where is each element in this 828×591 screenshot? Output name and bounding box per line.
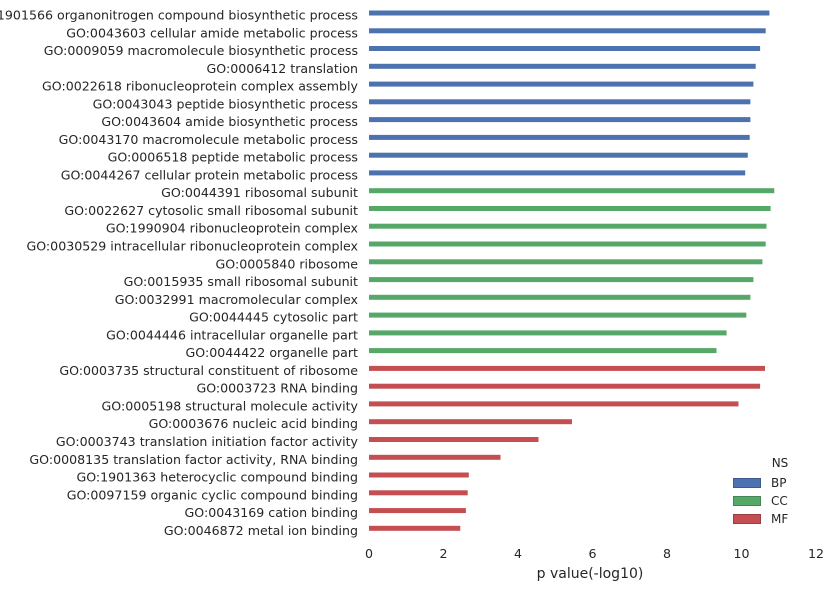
x-tick-label: 4 [514,546,522,561]
bar-mf [369,365,765,371]
y-tick-label: GO:0006412 translation [207,61,359,76]
bar-cc [369,259,763,265]
y-tick-label: GO:0044446 intracellular organelle part [106,327,358,342]
bar-cc [369,241,766,247]
y-tick-label: GO:0030529 intracellular ribonucleoprote… [26,239,358,254]
legend-label-bp: BP [771,476,787,490]
y-tick-label: GO:0009059 macromolecule biosynthetic pr… [44,43,358,58]
y-tick-label: GO:0044267 cellular protein metabolic pr… [61,167,358,182]
y-tick-label: GO:0044391 ribosomal subunit [161,185,358,200]
y-tick-label: GO:0003743 translation initiation factor… [56,434,359,449]
x-tick-label: 6 [588,546,596,561]
y-tick-label: GO:0097159 organic cyclic compound bindi… [67,487,358,502]
bar-bp [369,10,770,16]
bar-cc [369,188,775,194]
y-tick-label: GO:1990904 ribonucleoprotein complex [106,221,359,236]
legend: NS BP CC MF [732,456,822,528]
bar-cc [369,348,717,354]
y-tick-label: GO:0044445 cytosolic part [189,310,358,325]
legend-item-cc: CC [732,492,822,510]
y-tick-label: GO:0046872 metal ion binding [164,523,358,538]
y-tick-label: GO:0043603 cellular amide metabolic proc… [66,25,358,40]
x-tick-labels: 0 2 4 6 8 10 12 [365,546,824,561]
bar-bp [369,117,751,123]
y-tick-label: GO:0008135 translation factor activity, … [29,452,358,467]
y-tick-label: GO:0003723 RNA binding [196,381,358,396]
y-tick-label: GO:0005198 structural molecule activity [102,398,359,413]
bar-bp [369,134,750,140]
bar-mf [369,525,461,531]
x-tick-label: 0 [365,546,373,561]
y-tick-label: GO:0032991 macromolecular complex [115,292,359,307]
x-tick-label: 12 [808,546,824,561]
bar-bp [369,99,751,105]
x-tick-label: 8 [663,546,671,561]
y-tick-label: GO:0022627 cytosolic small ribosomal sub… [64,203,358,218]
bar-mf [369,401,739,407]
bar-mf [369,508,466,514]
bar-bp [369,46,761,51]
bar-bp [369,63,756,69]
y-tick-label: GO:0043169 cation binding [185,505,359,520]
bar-bp [369,170,746,176]
bar-mf [369,490,468,496]
y-tick-label: GO:0043604 amide biosynthetic process [101,114,358,129]
x-axis-label: p value(-log10) [537,566,644,582]
bar-mf [369,454,501,460]
legend-label-mf: MF [771,512,789,526]
legend-swatch-mf [733,514,761,524]
y-tick-label: GO:1901566 organonitrogen compound biosy… [0,8,358,23]
bar-cc [369,206,771,211]
y-tick-label: GO:0043170 macromolecule metabolic proce… [59,132,358,147]
bars-layer [369,10,775,531]
bar-cc [369,312,747,318]
legend-swatch-cc [733,496,761,506]
y-tick-labels: GO:1901566 organonitrogen compound biosy… [0,8,359,538]
bar-bp [369,81,754,87]
y-tick-label: GO:0044422 organelle part [186,345,359,360]
legend-item-bp: BP [732,474,822,492]
y-tick-label: GO:0005840 ribosome [216,256,359,271]
legend-swatch-bp [733,478,761,488]
y-tick-label: GO:0006518 peptide metabolic process [108,150,358,165]
bar-bp [369,28,766,34]
bar-bp [369,152,748,158]
x-tick-label: 10 [733,546,749,561]
legend-title: NS [771,456,789,470]
y-tick-label: GO:1901363 heterocyclic compound binding [76,470,358,485]
bar-mf [369,383,761,389]
y-tick-label: GO:0043043 peptide biosynthetic process [93,96,358,111]
bar-cc [369,223,767,229]
legend-label-cc: CC [771,494,788,508]
y-tick-label: GO:0003676 nucleic acid binding [149,416,358,431]
x-tick-label: 2 [439,546,447,561]
legend-item-mf: MF [732,510,822,528]
bar-cc [369,277,754,283]
bar-mf [369,472,469,478]
bar-mf [369,437,539,442]
y-tick-label: GO:0003735 structural constituent of rib… [59,363,358,378]
y-tick-label: GO:0022618 ribonucleoprotein complex ass… [42,79,358,94]
bar-cc [369,330,727,336]
bar-mf [369,419,572,425]
bar-cc [369,294,751,300]
y-tick-label: GO:0015935 small ribosomal subunit [124,274,358,289]
